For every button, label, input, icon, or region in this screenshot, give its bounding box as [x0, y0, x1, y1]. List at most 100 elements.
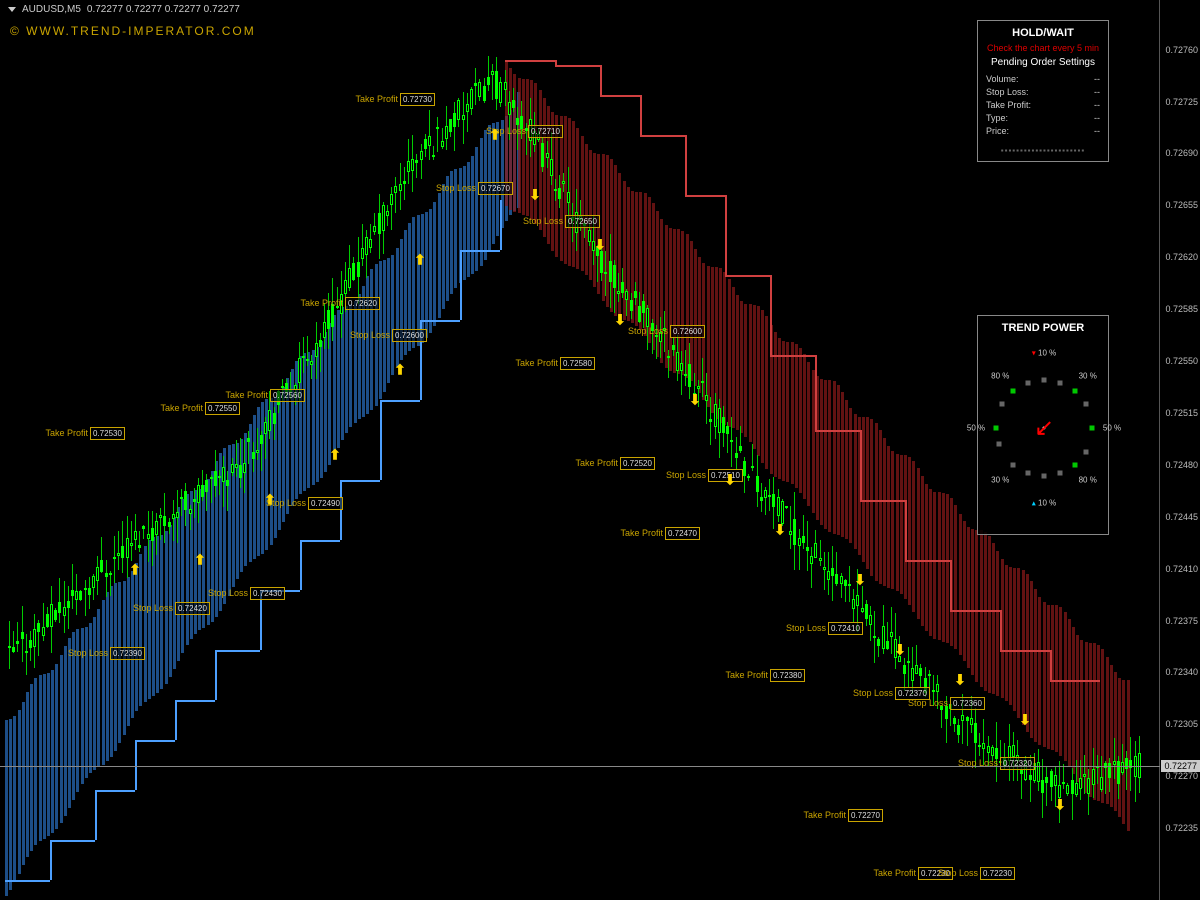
dial-label: 50 % [1103, 424, 1121, 433]
watermark-text: © WWW.TREND-IMPERATOR.COM [10, 24, 256, 38]
sell-arrow-icon: ⬇ [614, 312, 626, 329]
signal-label-text: Stop Loss [248, 498, 306, 508]
signal-label-text: Stop Loss [768, 623, 826, 633]
price-tick: 0.72480 [1165, 460, 1198, 470]
info-separator: ▪▪▪▪▪▪▪▪▪▪▪▪▪▪▪▪▪▪▪▪▪▪ [986, 146, 1100, 155]
signal-label-text: Stop Loss [50, 648, 108, 658]
price-tick: 0.72305 [1165, 719, 1198, 729]
signal-value-box: 0.72380 [770, 669, 805, 682]
dial-dot [996, 442, 1001, 447]
signal-value-box: 0.72410 [828, 622, 863, 635]
signal-value-box: 0.72520 [620, 457, 655, 470]
signal-value-box: 0.72650 [565, 215, 600, 228]
dial-dot [1025, 380, 1030, 385]
price-tick: 0.72690 [1165, 148, 1198, 158]
price-tick: 0.72620 [1165, 252, 1198, 262]
dial-dot [1072, 389, 1077, 394]
signal-value-box: 0.72620 [345, 297, 380, 310]
signal-label-text: Stop Loss [190, 588, 248, 598]
info-row: Take Profit:-- [986, 100, 1100, 110]
symbol-label: AUDUSD,M5 [22, 4, 81, 15]
sell-arrow-icon: ⬇ [774, 522, 786, 539]
signal-value-box: 0.72390 [110, 647, 145, 660]
buy-arrow-icon: ⬆ [194, 552, 206, 569]
signal-value-box: 0.72730 [400, 93, 435, 106]
trend-power-panel: TREND POWER ↙ 50 %80 %▾ 10 %30 %50 %80 %… [977, 315, 1109, 535]
dial-dot [1083, 450, 1088, 455]
signal-label-text: Take Profit [858, 868, 916, 878]
signal-value-box: 0.72670 [478, 182, 513, 195]
order-info-panel: HOLD/WAIT Check the chart every 5 min Pe… [977, 20, 1109, 162]
signal-label-text: Stop Loss [115, 603, 173, 613]
sell-arrow-icon: ⬇ [594, 237, 606, 254]
dial-label: 30 % [1079, 371, 1097, 380]
price-tick: 0.72270 [1165, 771, 1198, 781]
info-row: Volume:-- [986, 74, 1100, 84]
signal-label-text: Stop Loss [890, 698, 948, 708]
signal-label-text: Stop Loss [920, 868, 978, 878]
signal-label-text: Take Profit [710, 670, 768, 680]
signal-value-box: 0.72430 [250, 587, 285, 600]
dial-dot [1011, 462, 1016, 467]
buy-arrow-icon: ⬆ [264, 492, 276, 509]
current-price-badge: 0.72277 [1161, 760, 1200, 772]
price-axis: 0.727600.727250.726900.726550.726200.725… [1160, 0, 1200, 900]
price-tick: 0.72550 [1165, 356, 1198, 366]
dial-dot [1011, 389, 1016, 394]
signal-value-box: 0.72420 [175, 602, 210, 615]
dropdown-icon[interactable] [8, 7, 16, 12]
dial-label: 80 % [1079, 476, 1097, 485]
signal-value-box: 0.72530 [90, 427, 125, 440]
signal-label-text: Stop Loss [835, 688, 893, 698]
trend-title: TREND POWER [984, 322, 1102, 334]
sell-arrow-icon: ⬇ [954, 672, 966, 689]
dial-dot [1058, 380, 1063, 385]
signal-value-box: 0.72470 [665, 527, 700, 540]
dial-label: 50 % [967, 424, 985, 433]
dial-dot [1000, 402, 1005, 407]
signal-value-box: 0.72490 [308, 497, 343, 510]
buy-arrow-icon: ⬆ [129, 562, 141, 579]
signal-label-text: Take Profit [210, 390, 268, 400]
signal-label-text: Take Profit [285, 298, 343, 308]
signal-value-box: 0.72360 [950, 697, 985, 710]
price-tick: 0.72410 [1165, 564, 1198, 574]
signal-value-box: 0.72600 [670, 325, 705, 338]
dial-label: ▾ 10 % [1032, 349, 1056, 358]
signal-label-text: Take Profit [605, 528, 663, 538]
trend-dial: ↙ 50 %80 %▾ 10 %30 %50 %80 %▴ 10 %30 % [984, 338, 1104, 518]
buy-arrow-icon: ⬆ [329, 447, 341, 464]
info-title: HOLD/WAIT [986, 27, 1100, 39]
price-tick: 0.72655 [1165, 200, 1198, 210]
price-tick: 0.72340 [1165, 667, 1198, 677]
current-price-line [0, 766, 1160, 767]
sell-arrow-icon: ⬇ [854, 572, 866, 589]
ohlc-label: 0.72277 0.72277 0.72277 0.72277 [87, 4, 240, 15]
trend-arrow-icon: ↙ [1034, 414, 1054, 443]
dial-dot [1042, 474, 1047, 479]
signal-label-text: Take Profit [788, 810, 846, 820]
signal-label-text: Stop Loss [505, 216, 563, 226]
signal-value-box: 0.72580 [560, 357, 595, 370]
sell-arrow-icon: ⬇ [529, 187, 541, 204]
price-tick: 0.72515 [1165, 408, 1198, 418]
signal-label-text: Take Profit [145, 403, 203, 413]
price-tick: 0.72725 [1165, 97, 1198, 107]
signal-label-text: Take Profit [500, 358, 558, 368]
price-tick: 0.72585 [1165, 304, 1198, 314]
sell-arrow-icon: ⬇ [724, 472, 736, 489]
chart-area[interactable]: AUDUSD,M5 0.72277 0.72277 0.72277 0.7227… [0, 0, 1160, 900]
signal-label-text: Take Profit [560, 458, 618, 468]
info-subtitle: Pending Order Settings [986, 57, 1100, 68]
price-tick: 0.72235 [1165, 823, 1198, 833]
signal-label-text: Take Profit [30, 428, 88, 438]
signal-label-text: Stop Loss [332, 330, 390, 340]
sell-arrow-icon: ⬇ [1054, 797, 1066, 814]
dial-dot [1042, 378, 1047, 383]
signal-label-text: Stop Loss [418, 183, 476, 193]
dial-dot [1072, 462, 1077, 467]
price-tick: 0.72375 [1165, 616, 1198, 626]
signal-value-box: 0.72560 [270, 389, 305, 402]
buy-arrow-icon: ⬆ [394, 362, 406, 379]
dial-label: 80 % [991, 371, 1009, 380]
